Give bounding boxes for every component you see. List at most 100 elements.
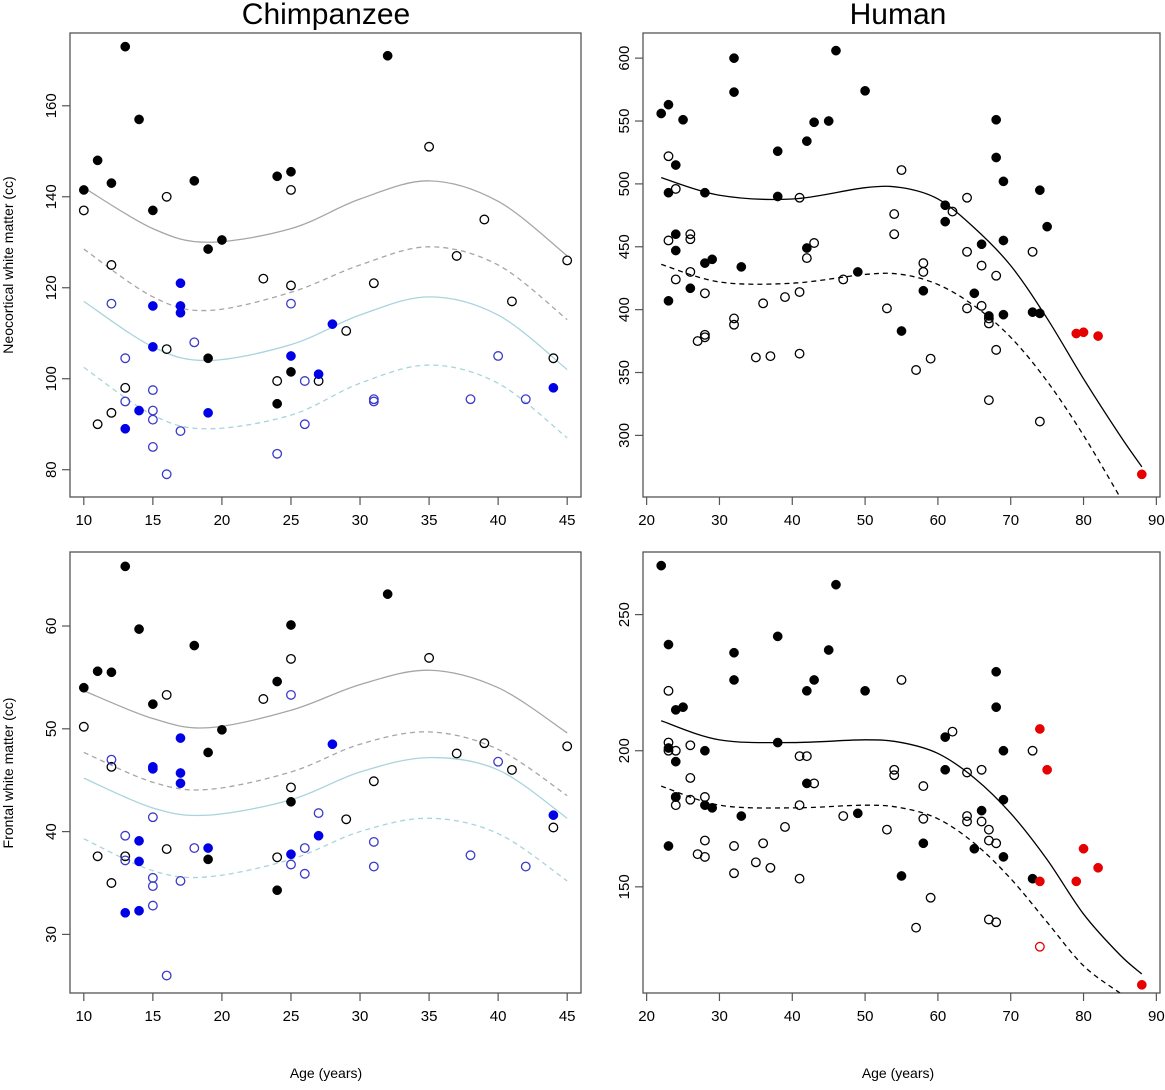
data-point-red-filled: [1136, 979, 1147, 990]
data-point-black-open: [479, 738, 490, 749]
data-point-black-filled: [831, 45, 841, 56]
data-point-black-filled: [286, 620, 296, 630]
x-tick-label: 25: [283, 1008, 300, 1025]
data-point-black-open: [506, 296, 517, 307]
data-point-blue-open: [147, 414, 158, 425]
data-point-blue-open: [147, 900, 158, 911]
data-point-black-open: [670, 274, 681, 285]
data-point-blue-filled: [175, 768, 186, 778]
data-point-black-open: [925, 353, 936, 364]
data-point-black-filled: [918, 838, 929, 849]
data-point-black-open: [983, 824, 994, 835]
data-point-black-filled: [656, 560, 667, 571]
data-point-black-filled: [286, 796, 296, 807]
data-point-blue-filled: [548, 810, 559, 821]
data-point-black-open: [548, 822, 559, 833]
data-point-black-open: [918, 781, 929, 792]
data-point-black-filled: [78, 682, 89, 693]
data-point-black-open: [424, 652, 435, 663]
data-point-blue-filled: [148, 301, 158, 311]
data-point-black-filled: [729, 87, 739, 97]
data-point-black-filled: [998, 852, 1009, 862]
data-point-black-filled: [106, 667, 117, 678]
data-point-black-filled: [860, 685, 870, 696]
fit-curve-lightblue-dashed: [83, 817, 568, 882]
y-tick-label: 160: [43, 93, 60, 118]
x-tick-label: 30: [352, 512, 369, 529]
data-point-black-filled: [998, 745, 1009, 756]
data-point-black-open: [889, 209, 900, 220]
data-point-blue-filled: [134, 905, 144, 916]
fit-curve-black-solid: [661, 720, 1143, 975]
data-point-black-filled: [918, 285, 929, 296]
plot-frame: [69, 32, 582, 498]
data-point-blue-open: [147, 442, 158, 452]
data-point-blue-open: [299, 376, 310, 386]
data-point-blue-open: [465, 394, 476, 405]
data-point-black-open: [991, 838, 1002, 849]
data-point-black-filled: [189, 640, 200, 651]
data-point-red-filled: [1078, 843, 1089, 854]
data-point-black-filled: [286, 166, 296, 177]
data-point-blue-filled: [175, 307, 186, 318]
x-tick-label: 90: [1148, 512, 1165, 529]
data-point-blue-open: [120, 855, 131, 866]
data-point-blue-filled: [327, 319, 338, 329]
data-point-black-filled: [801, 685, 812, 696]
y-tick-label: 100: [43, 366, 60, 391]
data-point-blue-filled: [548, 382, 559, 393]
x-tick-label: 25: [283, 512, 300, 529]
data-point-blue-open: [106, 298, 117, 309]
data-point-black-filled: [203, 747, 213, 758]
data-point-black-filled: [998, 176, 1009, 187]
data-point-black-open: [729, 319, 739, 330]
xlabel-human: Age (years): [862, 1065, 934, 1081]
y-tick-label: 50: [43, 720, 60, 737]
data-point-black-filled: [736, 262, 747, 272]
data-point-black-filled: [203, 854, 213, 865]
y-tick-label: 140: [43, 184, 60, 209]
data-point-black-open: [699, 792, 710, 802]
data-point-black-open: [881, 303, 892, 314]
data-point-black-filled: [998, 794, 1009, 805]
data-point-blue-filled: [203, 407, 213, 418]
y-tick-label: 300: [616, 423, 633, 448]
data-point-black-filled: [700, 745, 710, 756]
x-tick-label: 40: [784, 1008, 801, 1025]
data-point-black-open: [758, 298, 769, 309]
data-point-black-open: [368, 278, 379, 289]
data-point-black-filled: [382, 50, 393, 61]
data-point-black-open: [663, 151, 674, 162]
data-point-black-open: [962, 303, 972, 314]
data-point-black-open: [976, 300, 987, 311]
data-point-black-filled: [801, 243, 812, 253]
data-point-black-open: [838, 274, 849, 285]
data-point-red-filled: [1093, 862, 1103, 873]
data-point-blue-open: [493, 756, 504, 767]
x-tick-label: 30: [711, 512, 728, 529]
data-point-black-open: [1034, 416, 1045, 427]
data-point-black-open: [92, 851, 103, 862]
data-point-black-filled: [831, 579, 841, 590]
data-point-black-open: [451, 748, 462, 759]
data-point-black-open: [258, 273, 269, 284]
data-point-black-filled: [969, 288, 980, 299]
data-point-black-filled: [707, 803, 718, 813]
panel-chimp-frontal: 10 15 20 25 30 35 40 45 30 40 50 60: [43, 551, 582, 1025]
data-point-black-open: [794, 287, 805, 297]
y-tick-label: 80: [43, 461, 60, 478]
data-point-black-open: [106, 260, 117, 270]
data-point-black-filled: [134, 624, 144, 634]
data-point-blue-open: [189, 337, 200, 348]
data-point-blue-open: [313, 808, 324, 819]
data-point-black-open: [92, 419, 103, 430]
data-point-black-open: [983, 395, 994, 406]
x-tick-label: 20: [214, 512, 231, 529]
x-tick-label: 45: [559, 1008, 576, 1025]
data-point-black-filled: [678, 114, 688, 125]
data-point-black-filled: [984, 311, 994, 321]
data-point-black-filled: [134, 114, 144, 125]
data-point-black-open: [106, 878, 117, 888]
data-point-black-open: [78, 721, 89, 732]
y-tick-label: 200: [616, 738, 633, 763]
